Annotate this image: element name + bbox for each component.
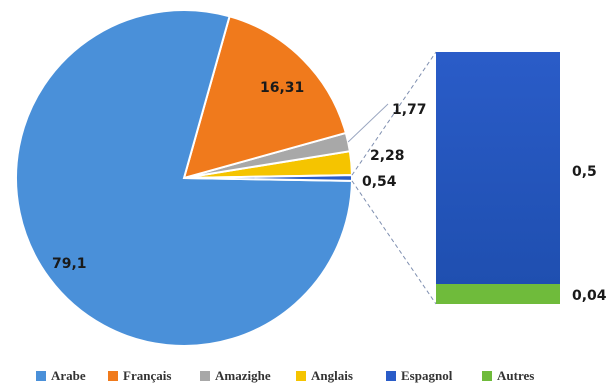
legend-swatch-amazighe — [200, 371, 210, 381]
leader-line-amazighe — [347, 103, 389, 143]
legend-label-anglais: Anglais — [311, 368, 353, 383]
pie-slice-francais — [182, 15, 348, 180]
data-labels: 79,1 16,31 1,77 2,28 0,54 0,5 0,04 — [52, 80, 607, 304]
breakout-connector-lines — [347, 51, 437, 305]
legend-label-arabe: Arabe — [51, 368, 86, 383]
legend-swatch-anglais — [296, 371, 306, 381]
data-label-bar-espagnol: 0,5 — [572, 164, 597, 180]
pie-slice-espagnol-autres — [183, 174, 354, 182]
breakout-bar — [436, 52, 560, 304]
connector-line-bottom — [351, 180, 437, 305]
bar-segment-autres — [436, 284, 560, 304]
data-label-arabe: 79,1 — [52, 256, 87, 272]
legend-label-espagnol: Espagnol — [401, 368, 453, 383]
legend-label-autres: Autres — [497, 368, 534, 383]
connector-line-top — [351, 51, 437, 176]
data-label-amazighe: 1,77 — [392, 102, 427, 118]
legend-swatch-espagnol — [386, 371, 396, 381]
data-label-francais: 16,31 — [260, 80, 304, 96]
data-label-bar-autres: 0,04 — [572, 288, 607, 304]
data-label-anglais: 2,28 — [370, 148, 405, 164]
legend-swatch-arabe — [36, 371, 46, 381]
bar-segment-espagnol — [436, 52, 560, 284]
legend-label-amazighe: Amazighe — [215, 368, 271, 383]
legend: Arabe Français Amazighe Anglais Espagnol Autr… — [36, 368, 534, 383]
pie-slices — [15, 9, 354, 347]
legend-swatch-francais — [108, 371, 118, 381]
data-label-espagnol-autres: 0,54 — [362, 174, 397, 190]
legend-swatch-autres — [482, 371, 492, 381]
legend-label-francais: Français — [123, 368, 171, 383]
